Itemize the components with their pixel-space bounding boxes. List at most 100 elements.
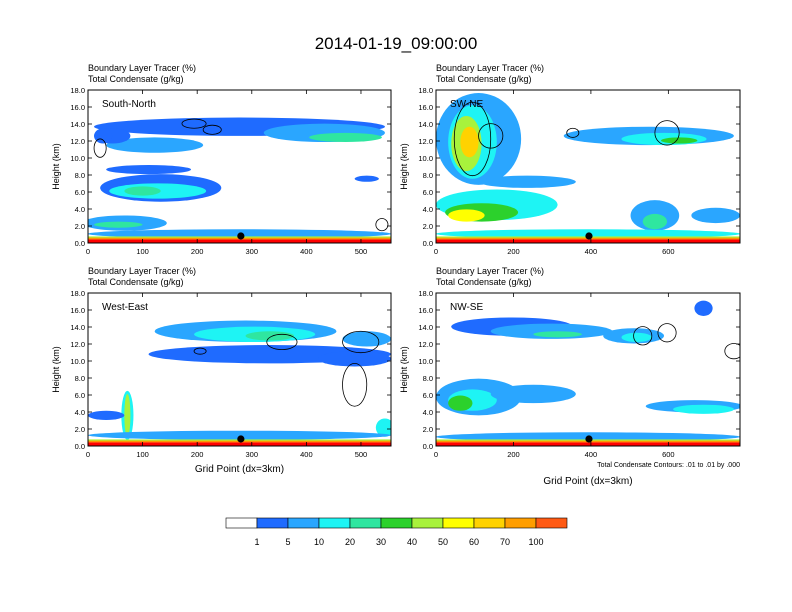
plot-background [88, 293, 391, 446]
x-tick-label: 200 [191, 450, 204, 459]
panel-title-line2: Total Condensate (g/kg) [88, 74, 184, 84]
condensate-field [88, 117, 391, 243]
condensate-contour [478, 123, 504, 149]
y-tick-label: 4.0 [75, 408, 85, 417]
field-region [478, 175, 576, 188]
colorbar-box [535, 517, 568, 529]
field-region [621, 332, 652, 342]
colorbar-label: 10 [314, 537, 324, 547]
panel-label: West-East [102, 302, 148, 313]
condensate-contour [202, 124, 222, 135]
colorbar-label: 1 [254, 537, 259, 547]
y-tick-label: 4.0 [423, 408, 433, 417]
y-tick-label: 6.0 [75, 188, 85, 197]
y-tick-label: 2.0 [75, 425, 85, 434]
y-tick-label: 6.0 [75, 391, 85, 400]
field-region [460, 126, 479, 158]
field-region [106, 137, 204, 153]
colorbar-label: 5 [285, 537, 290, 547]
y-tick-label: 18.0 [418, 86, 433, 95]
field-region [448, 395, 473, 411]
panel-nw-se: Boundary Layer Tracer (%)Total Condensat… [399, 266, 741, 487]
colorbar-label: 60 [469, 537, 479, 547]
condensate-contour [654, 120, 680, 146]
boundary-layer-band [88, 442, 391, 446]
field-region [245, 331, 295, 341]
condensate-contour [342, 362, 368, 407]
colorbar-box [442, 517, 475, 529]
x-tick-label: 400 [300, 450, 313, 459]
x-tick-label: 400 [585, 450, 598, 459]
y-tick-label: 16.0 [70, 103, 85, 112]
y-tick-label: 14.0 [418, 323, 433, 332]
plot-frame [87, 292, 392, 447]
x-tick-label: 600 [662, 450, 675, 459]
location-marker [237, 232, 245, 240]
field-region [318, 351, 391, 367]
x-tick-label: 500 [355, 450, 368, 459]
colorbar-label: 100 [528, 537, 543, 547]
colorbar-label: 20 [345, 537, 355, 547]
condensate-field [436, 93, 740, 243]
y-tick-label: 2.0 [423, 222, 433, 231]
field-region [694, 300, 713, 316]
panel-title-line1: Boundary Layer Tracer (%) [436, 266, 544, 276]
y-tick-label: 18.0 [70, 289, 85, 298]
condensate-contour [193, 347, 207, 355]
colorbar-box [225, 517, 258, 529]
y-tick-label: 16.0 [418, 103, 433, 112]
field-region [660, 137, 698, 144]
colorbar-label: 40 [407, 537, 417, 547]
condensate-contour [657, 323, 677, 343]
y-tick-label: 0.0 [423, 239, 433, 248]
y-tick-label: 4.0 [423, 205, 433, 214]
colorbar-box [411, 517, 444, 529]
panel-west-east: Boundary Layer Tracer (%)Total Condensat… [51, 266, 392, 475]
x-tick-label: 100 [136, 450, 149, 459]
y-tick-label: 18.0 [418, 289, 433, 298]
panel-south-north: Boundary Layer Tracer (%)Total Condensat… [51, 63, 392, 256]
panel-label: NW-SE [450, 302, 483, 313]
colorbar-label: 30 [376, 537, 386, 547]
field-region [124, 393, 131, 437]
condensate-field [88, 320, 391, 446]
y-tick-label: 8.0 [75, 171, 85, 180]
contour-note: Total Condensate Contours: .01 to .01 by… [597, 462, 740, 469]
y-tick-label: 12.0 [418, 340, 433, 349]
y-tick-label: 2.0 [423, 425, 433, 434]
y-tick-label: 12.0 [418, 137, 433, 146]
y-tick-label: 18.0 [70, 86, 85, 95]
y-tick-label: 8.0 [423, 374, 433, 383]
y-tick-label: 6.0 [423, 391, 433, 400]
condensate-contour [266, 333, 298, 351]
x-tick-label: 400 [300, 247, 313, 256]
plot-background [436, 293, 740, 446]
x-axis-label: Grid Point (dx=3km) [543, 476, 632, 487]
plot-frame [435, 89, 741, 244]
colorbar-label: 70 [500, 537, 510, 547]
location-marker [237, 435, 245, 443]
condensate-contour [181, 118, 207, 129]
field-region [354, 175, 379, 182]
condensate-contour [453, 101, 492, 177]
field-region [309, 132, 382, 143]
panel-title-line1: Boundary Layer Tracer (%) [88, 266, 196, 276]
condensate-contour [93, 138, 107, 158]
field-region [94, 128, 113, 144]
panel-label: South-North [102, 99, 156, 110]
location-marker [585, 435, 593, 443]
panel-title-line2: Total Condensate (g/kg) [436, 277, 532, 287]
field-region [94, 221, 143, 228]
y-tick-label: 14.0 [70, 120, 85, 129]
x-axis-label: Grid Point (dx=3km) [195, 464, 284, 475]
y-tick-label: 10.0 [70, 357, 85, 366]
y-tick-label: 16.0 [418, 306, 433, 315]
y-axis-label: Height (km) [399, 143, 409, 190]
colorbar-label: 50 [438, 537, 448, 547]
boundary-layer-band [436, 239, 740, 243]
y-tick-label: 14.0 [418, 120, 433, 129]
x-tick-label: 400 [585, 247, 598, 256]
x-tick-label: 300 [246, 247, 259, 256]
colorbar-box [473, 517, 506, 529]
